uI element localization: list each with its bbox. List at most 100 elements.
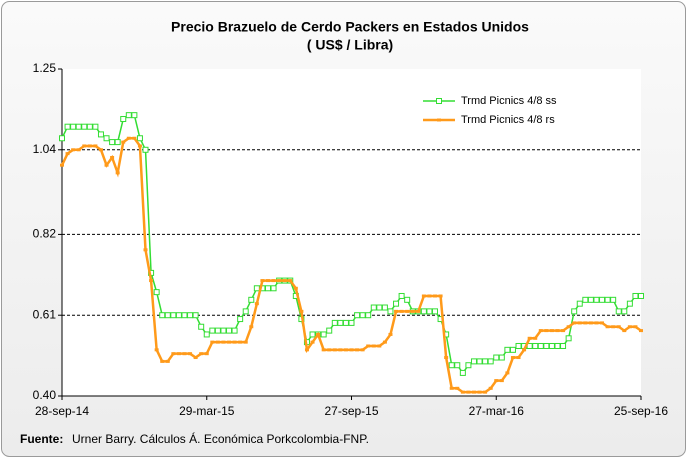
marker [320, 331, 327, 338]
marker [75, 123, 82, 130]
marker [504, 346, 511, 353]
marker [365, 312, 372, 319]
marker [97, 131, 104, 138]
marker [103, 135, 110, 142]
y-tick-label: 0.40 [33, 388, 57, 402]
marker [342, 319, 349, 326]
marker [120, 116, 127, 123]
y-tick-label: 0.61 [33, 307, 57, 321]
marker [548, 342, 555, 349]
marker [136, 135, 143, 142]
marker [426, 308, 433, 315]
marker [237, 316, 244, 323]
marker [420, 308, 427, 315]
marker [465, 362, 472, 369]
marker [187, 312, 194, 319]
marker [376, 304, 383, 311]
marker [498, 354, 505, 361]
marker [582, 296, 589, 303]
marker [509, 346, 516, 353]
marker [203, 331, 210, 338]
marker [482, 358, 489, 365]
x-tick-label: 27-mar-16 [469, 404, 525, 418]
marker [448, 362, 455, 369]
marker [532, 342, 539, 349]
marker [432, 308, 439, 315]
marker [164, 312, 171, 319]
marker [470, 358, 477, 365]
marker [264, 285, 271, 292]
marker [114, 139, 121, 146]
marker [393, 300, 400, 307]
marker [560, 342, 567, 349]
marker [554, 342, 561, 349]
marker [131, 112, 138, 119]
marker [454, 362, 461, 369]
y-tick-label: 1.04 [33, 142, 57, 156]
marker [398, 292, 405, 299]
marker [92, 123, 99, 130]
marker [587, 296, 594, 303]
marker [59, 135, 65, 142]
marker [381, 304, 388, 311]
source-label: Fuente: [20, 432, 63, 446]
marker [599, 296, 606, 303]
marker [326, 327, 333, 334]
chart-subtitle: ( US$ / Libra) [307, 37, 393, 53]
marker [198, 323, 205, 330]
legend-label: Trmd Picnics 4/8 ss [461, 95, 557, 107]
marker [270, 285, 277, 292]
marker [309, 331, 316, 338]
legend-marker [436, 98, 442, 104]
marker [192, 312, 199, 319]
marker [70, 123, 77, 130]
marker [86, 123, 93, 130]
marker [543, 342, 550, 349]
marker [209, 327, 216, 334]
chart-title: Precio Brazuelo de Cerdo Packers en Esta… [171, 19, 529, 35]
marker [610, 296, 617, 303]
marker [370, 304, 377, 311]
marker [565, 335, 572, 342]
marker [604, 296, 611, 303]
marker [576, 300, 583, 307]
marker [493, 354, 500, 361]
marker [153, 289, 160, 296]
marker [387, 308, 394, 315]
marker [142, 146, 149, 153]
marker [638, 292, 644, 299]
marker [404, 296, 411, 303]
marker [459, 369, 466, 376]
marker [476, 358, 483, 365]
marker [170, 312, 177, 319]
marker [571, 308, 578, 315]
marker [64, 123, 71, 130]
marker [593, 296, 600, 303]
marker [537, 342, 544, 349]
marker [487, 358, 494, 365]
marker [632, 292, 639, 299]
marker [348, 319, 355, 326]
marker [175, 312, 182, 319]
marker [331, 319, 338, 326]
marker [159, 312, 166, 319]
marker [220, 327, 227, 334]
x-tick-label: 27-sep-15 [324, 404, 378, 418]
y-tick-label: 1.25 [33, 61, 57, 75]
marker [226, 327, 233, 334]
marker [242, 308, 249, 315]
plot-area [62, 69, 641, 396]
marker [515, 342, 522, 349]
legend-label: Trmd Picnics 4/8 rs [461, 114, 555, 126]
x-tick-label: 29-mar-15 [179, 404, 235, 418]
marker [621, 308, 628, 315]
marker [359, 312, 366, 319]
x-tick-label: 28-sep-14 [35, 404, 89, 418]
marker [337, 319, 344, 326]
marker [231, 327, 238, 334]
marker [181, 312, 188, 319]
marker [615, 308, 622, 315]
y-tick-label: 0.82 [33, 227, 57, 241]
marker [253, 285, 260, 292]
